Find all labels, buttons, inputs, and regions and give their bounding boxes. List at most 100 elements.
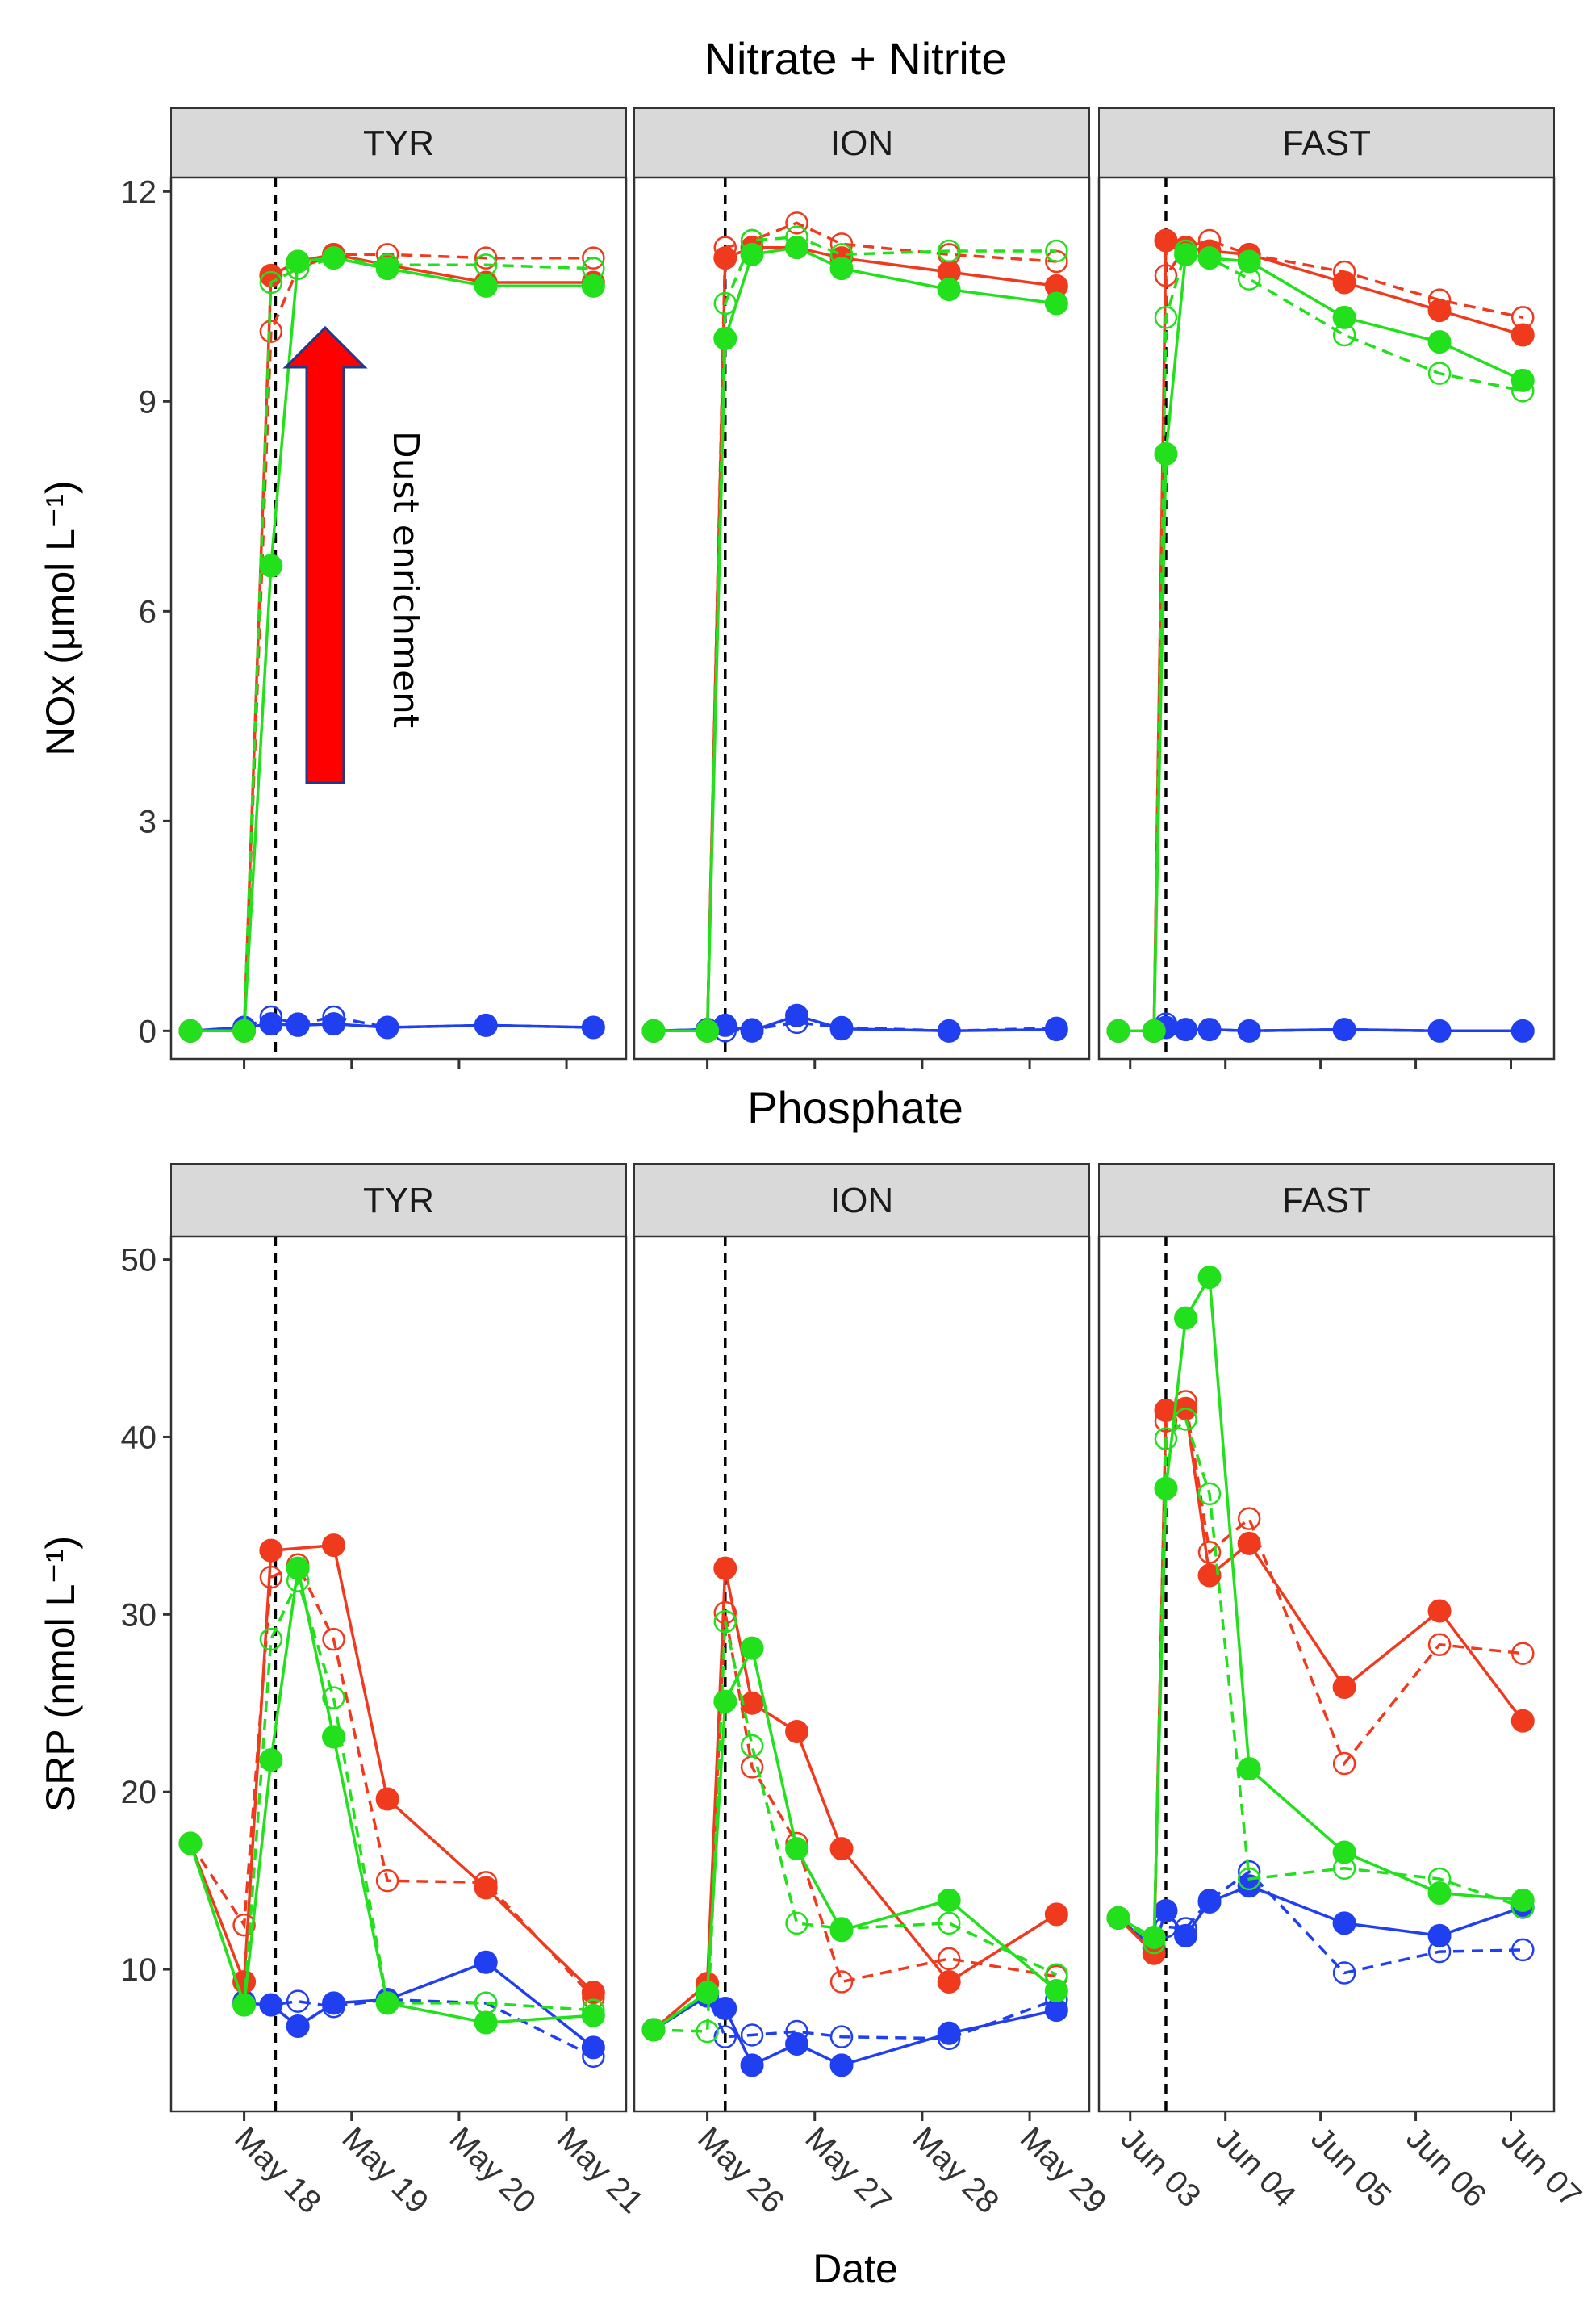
- data-point: [1044, 291, 1068, 316]
- data-point: [474, 2010, 498, 2035]
- data-point: [1510, 323, 1535, 347]
- data-point: [740, 1019, 764, 1043]
- data-point: [178, 1019, 203, 1043]
- data-point: [785, 211, 808, 235]
- data-point: [1332, 1018, 1356, 1042]
- data-point: [259, 1748, 283, 1772]
- series-green-solid: [1106, 242, 1535, 1043]
- data-point: [375, 257, 399, 281]
- y-tick-label: 40: [121, 1420, 157, 1455]
- data-point: [1197, 1563, 1222, 1588]
- data-point: [713, 1556, 737, 1580]
- facet-strip: [1098, 1163, 1555, 1237]
- facet-strip-label: TYR: [363, 123, 434, 163]
- series-green-solid: [641, 1636, 1068, 2042]
- facet-strip-label: FAST: [1282, 123, 1371, 163]
- data-point: [829, 1837, 854, 1861]
- data-point: [1106, 1019, 1130, 1043]
- data-point: [1237, 1019, 1261, 1043]
- data-point: [829, 1017, 854, 1041]
- data-point: [1510, 1888, 1535, 1912]
- data-point: [1332, 270, 1356, 295]
- data-point: [1197, 246, 1222, 270]
- data-point: [1427, 1881, 1452, 1906]
- data-point: [1142, 1019, 1166, 1043]
- data-point: [474, 246, 498, 270]
- data-point: [785, 1911, 808, 1935]
- data-point: [937, 239, 961, 263]
- data-point: [1237, 1507, 1261, 1530]
- panel-background: [1099, 1236, 1554, 2111]
- data-point: [1332, 1911, 1356, 1935]
- data-point: [713, 2025, 737, 2048]
- data-point: [1197, 1541, 1222, 1564]
- data-point: [1427, 299, 1452, 323]
- data-point: [937, 1969, 961, 1994]
- data-point: [1106, 1906, 1130, 1930]
- panel-border: [169, 176, 628, 1061]
- data-point: [713, 326, 737, 350]
- chart-title: Nitrate + Nitrite: [704, 33, 1007, 84]
- y-tick-label: 6: [139, 594, 157, 630]
- data-point: [1427, 1599, 1452, 1623]
- facet-strip: [633, 1163, 1090, 1237]
- y-tick-label: 0: [139, 1014, 157, 1049]
- data-point: [696, 1981, 720, 2005]
- data-point: [1154, 1476, 1178, 1500]
- data-point: [322, 246, 346, 270]
- data-point: [1237, 1757, 1261, 1781]
- series-line: [190, 256, 594, 1033]
- data-point: [713, 1996, 737, 2020]
- data-point: [1237, 1874, 1261, 1898]
- data-point: [259, 554, 283, 578]
- data-point: [581, 1015, 605, 1040]
- data-point: [286, 249, 310, 274]
- data-point: [1237, 1531, 1261, 1555]
- data-point: [1510, 368, 1535, 392]
- data-point: [1142, 1926, 1166, 1950]
- data-point: [829, 1970, 854, 1994]
- series-line: [654, 245, 1057, 1033]
- data-point: [259, 1012, 283, 1036]
- data-point: [259, 1538, 283, 1563]
- data-point: [1427, 362, 1452, 385]
- data-point: [582, 246, 605, 270]
- data-point: [937, 1947, 961, 1971]
- facet-strip-label: ION: [830, 123, 893, 163]
- dust-enrichment-label: Dust enrichment: [385, 431, 426, 728]
- data-point: [1197, 1018, 1222, 1042]
- data-point: [1174, 242, 1198, 266]
- data-point: [785, 2031, 809, 2056]
- y-tick-label: 30: [121, 1597, 157, 1633]
- data-point: [1197, 1890, 1222, 1914]
- data-point: [713, 1609, 737, 1634]
- series-line: [652, 1567, 1058, 2031]
- panel-data: [178, 178, 605, 1059]
- panel-fast: FAST: [1097, 107, 1556, 1069]
- panel-data: [1106, 1236, 1535, 2111]
- y-tick-label: 10: [121, 1952, 157, 1988]
- data-point: [1332, 1675, 1356, 1699]
- data-point: [581, 274, 605, 298]
- panel-data: [641, 178, 1068, 1059]
- data-point: [696, 2019, 719, 2044]
- data-point: [1237, 1867, 1261, 1891]
- panel-data: [1106, 178, 1535, 1059]
- facet-strip-label: TYR: [363, 1181, 434, 1220]
- data-point: [474, 1950, 498, 1974]
- data-point: [785, 1003, 809, 1027]
- series-line: [189, 1567, 594, 2024]
- dust-enrichment-annotation: Dust enrichment: [282, 325, 426, 784]
- data-point: [178, 1831, 203, 1855]
- data-point: [1427, 1923, 1452, 1947]
- data-point: [829, 2025, 854, 2048]
- data-point: [1510, 1709, 1535, 1733]
- series-line: [653, 1643, 1058, 2031]
- data-point: [740, 2023, 764, 2047]
- data-point: [1174, 1306, 1198, 1330]
- series-green-solid: [1106, 1266, 1535, 1950]
- data-point: [1154, 306, 1178, 329]
